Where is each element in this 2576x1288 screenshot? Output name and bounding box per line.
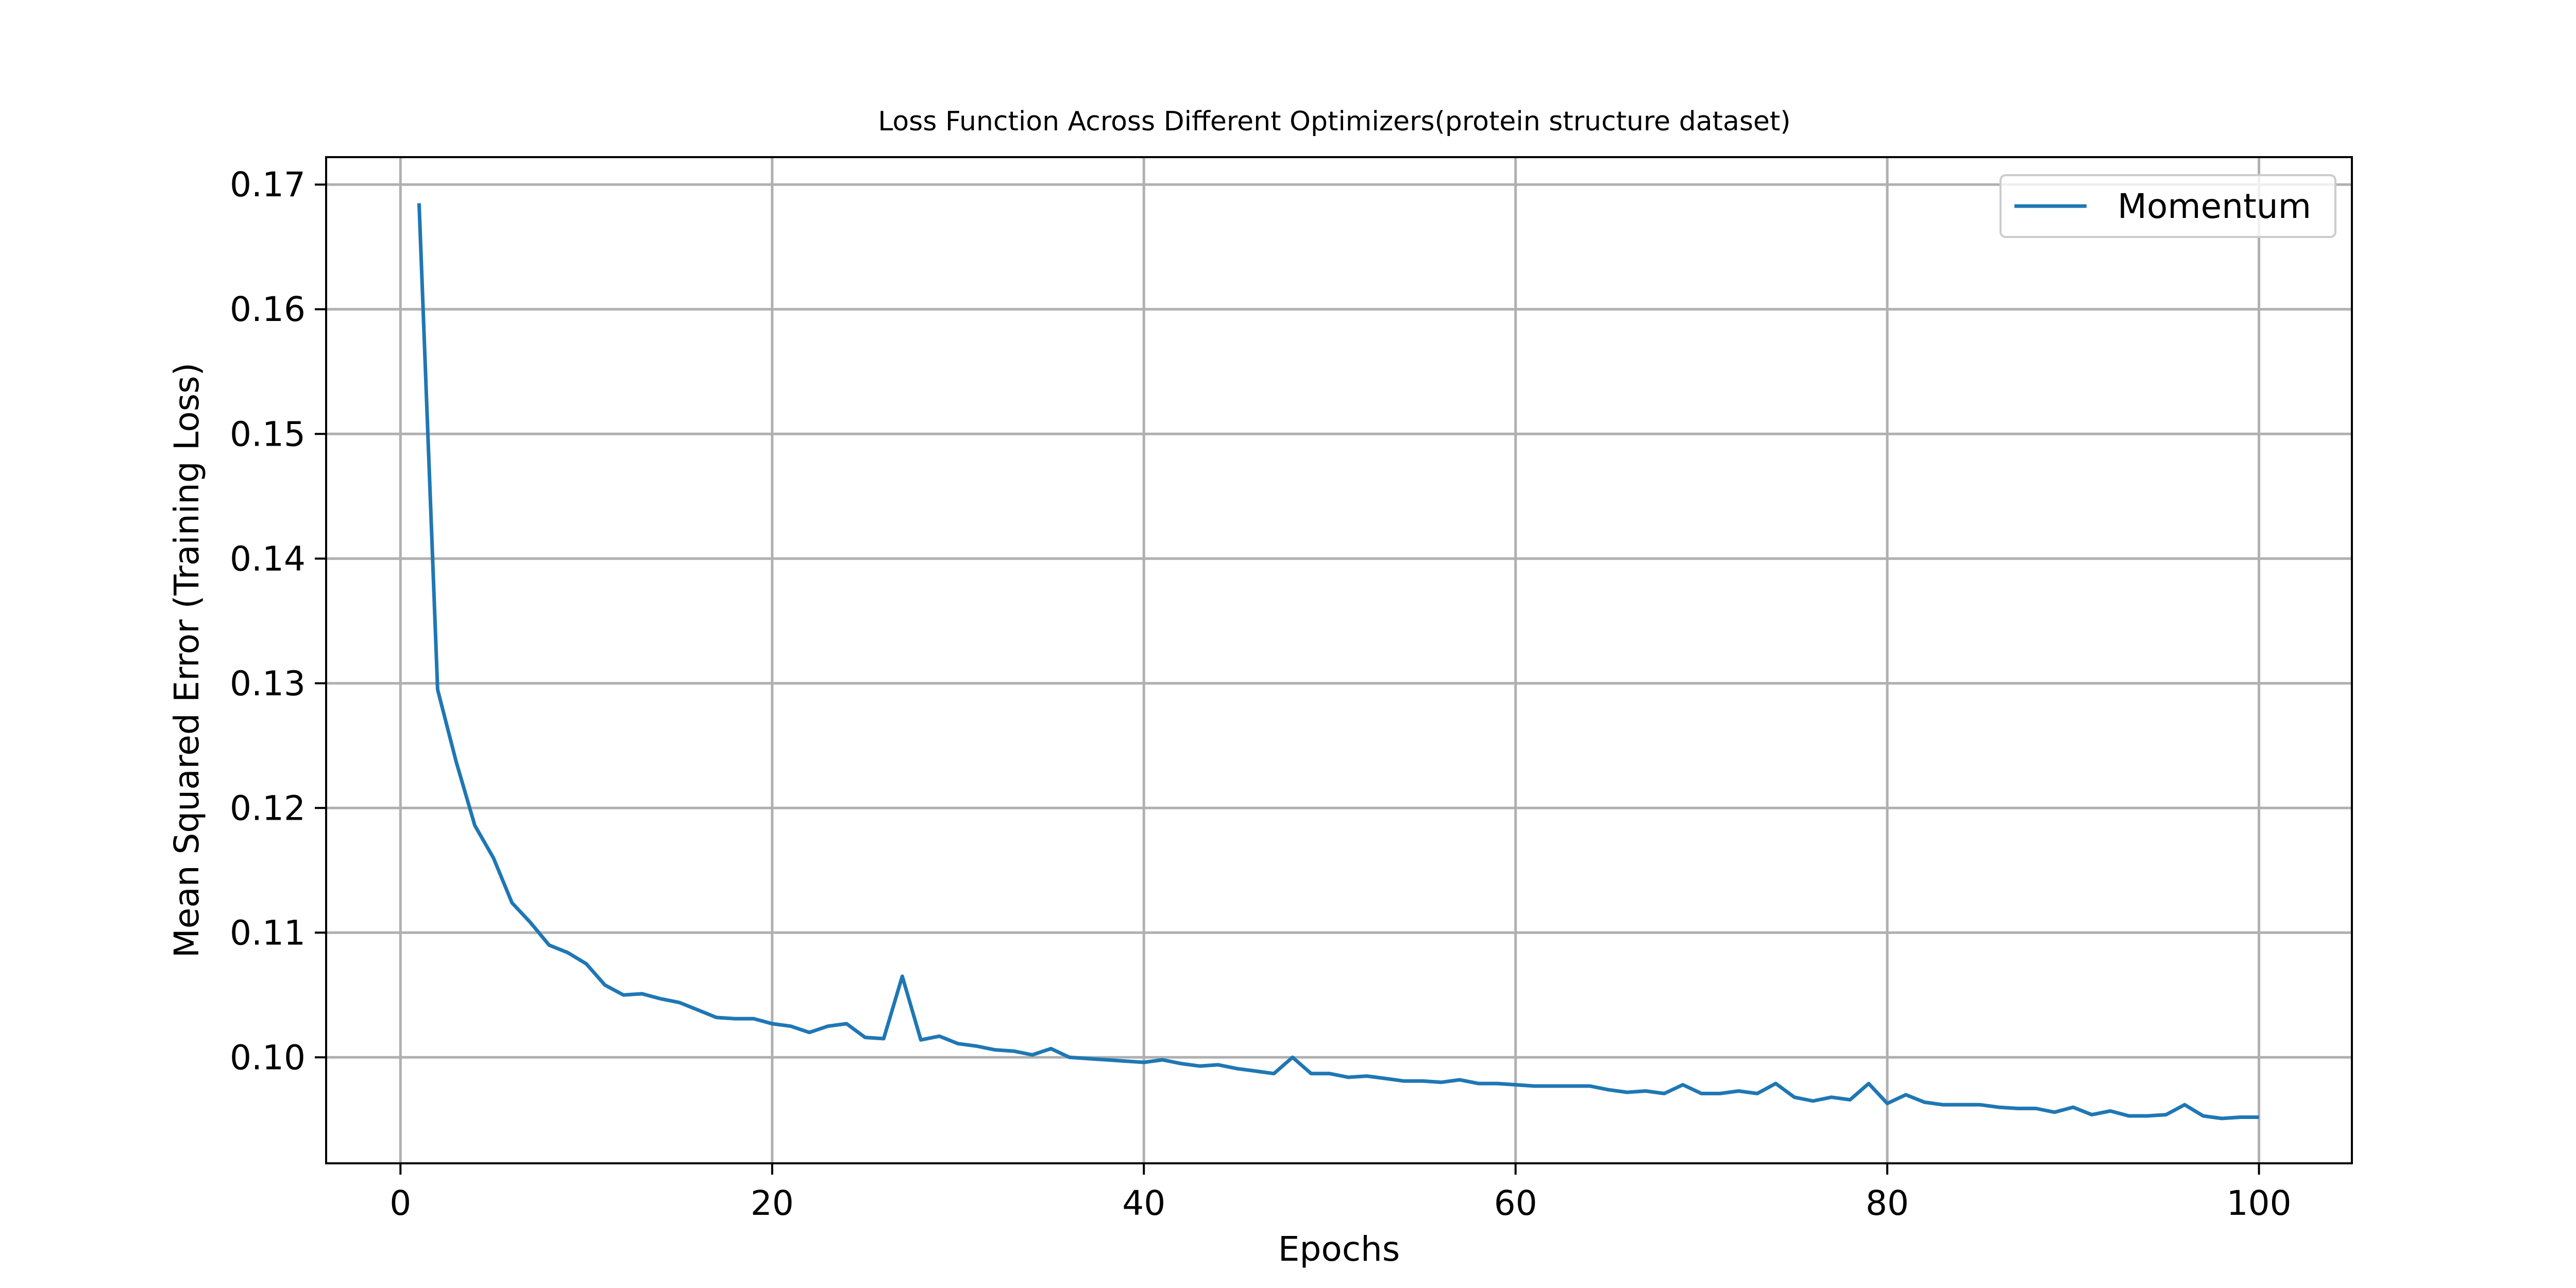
legend: Momentum	[1999, 174, 2336, 238]
x-tick-label: 0	[389, 1183, 411, 1223]
y-tick-label: 0.11	[230, 913, 306, 953]
legend-box	[1999, 174, 2336, 238]
series-line	[417, 203, 2259, 1121]
x-tick-label: 60	[1494, 1183, 1537, 1223]
y-tick-label: 0.13	[230, 664, 306, 703]
y-tick-label: 0.16	[230, 290, 306, 329]
x-axis-label: Epochs	[1278, 1229, 1400, 1269]
y-tick-label: 0.15	[230, 414, 306, 454]
x-axis-ticks: 0 20 40 60 80 100	[389, 1163, 2292, 1223]
x-tick-label: 80	[1866, 1183, 1909, 1223]
y-axis-ticks: 0.10 0.11 0.12 0.13 0.14 0.15 0.16 0.17	[230, 165, 326, 1077]
x-tick-label: 40	[1122, 1183, 1165, 1223]
y-tick-label: 0.17	[230, 165, 306, 205]
y-tick-label: 0.10	[230, 1038, 306, 1077]
y-axis-label: Mean Squared Error (Training Loss)	[167, 363, 207, 958]
grid-lines	[326, 157, 2352, 1163]
axes-frame	[325, 156, 2353, 1164]
x-tick-label: 20	[751, 1183, 794, 1223]
chart-title: Loss Function Across Different Optimizer…	[878, 106, 1790, 137]
y-tick-label: 0.14	[230, 539, 306, 579]
legend-entry-label: Momentum	[2117, 187, 2311, 226]
x-tick-label: 100	[2227, 1183, 2292, 1223]
y-tick-label: 0.12	[230, 788, 306, 828]
series-lines	[417, 203, 2259, 1121]
